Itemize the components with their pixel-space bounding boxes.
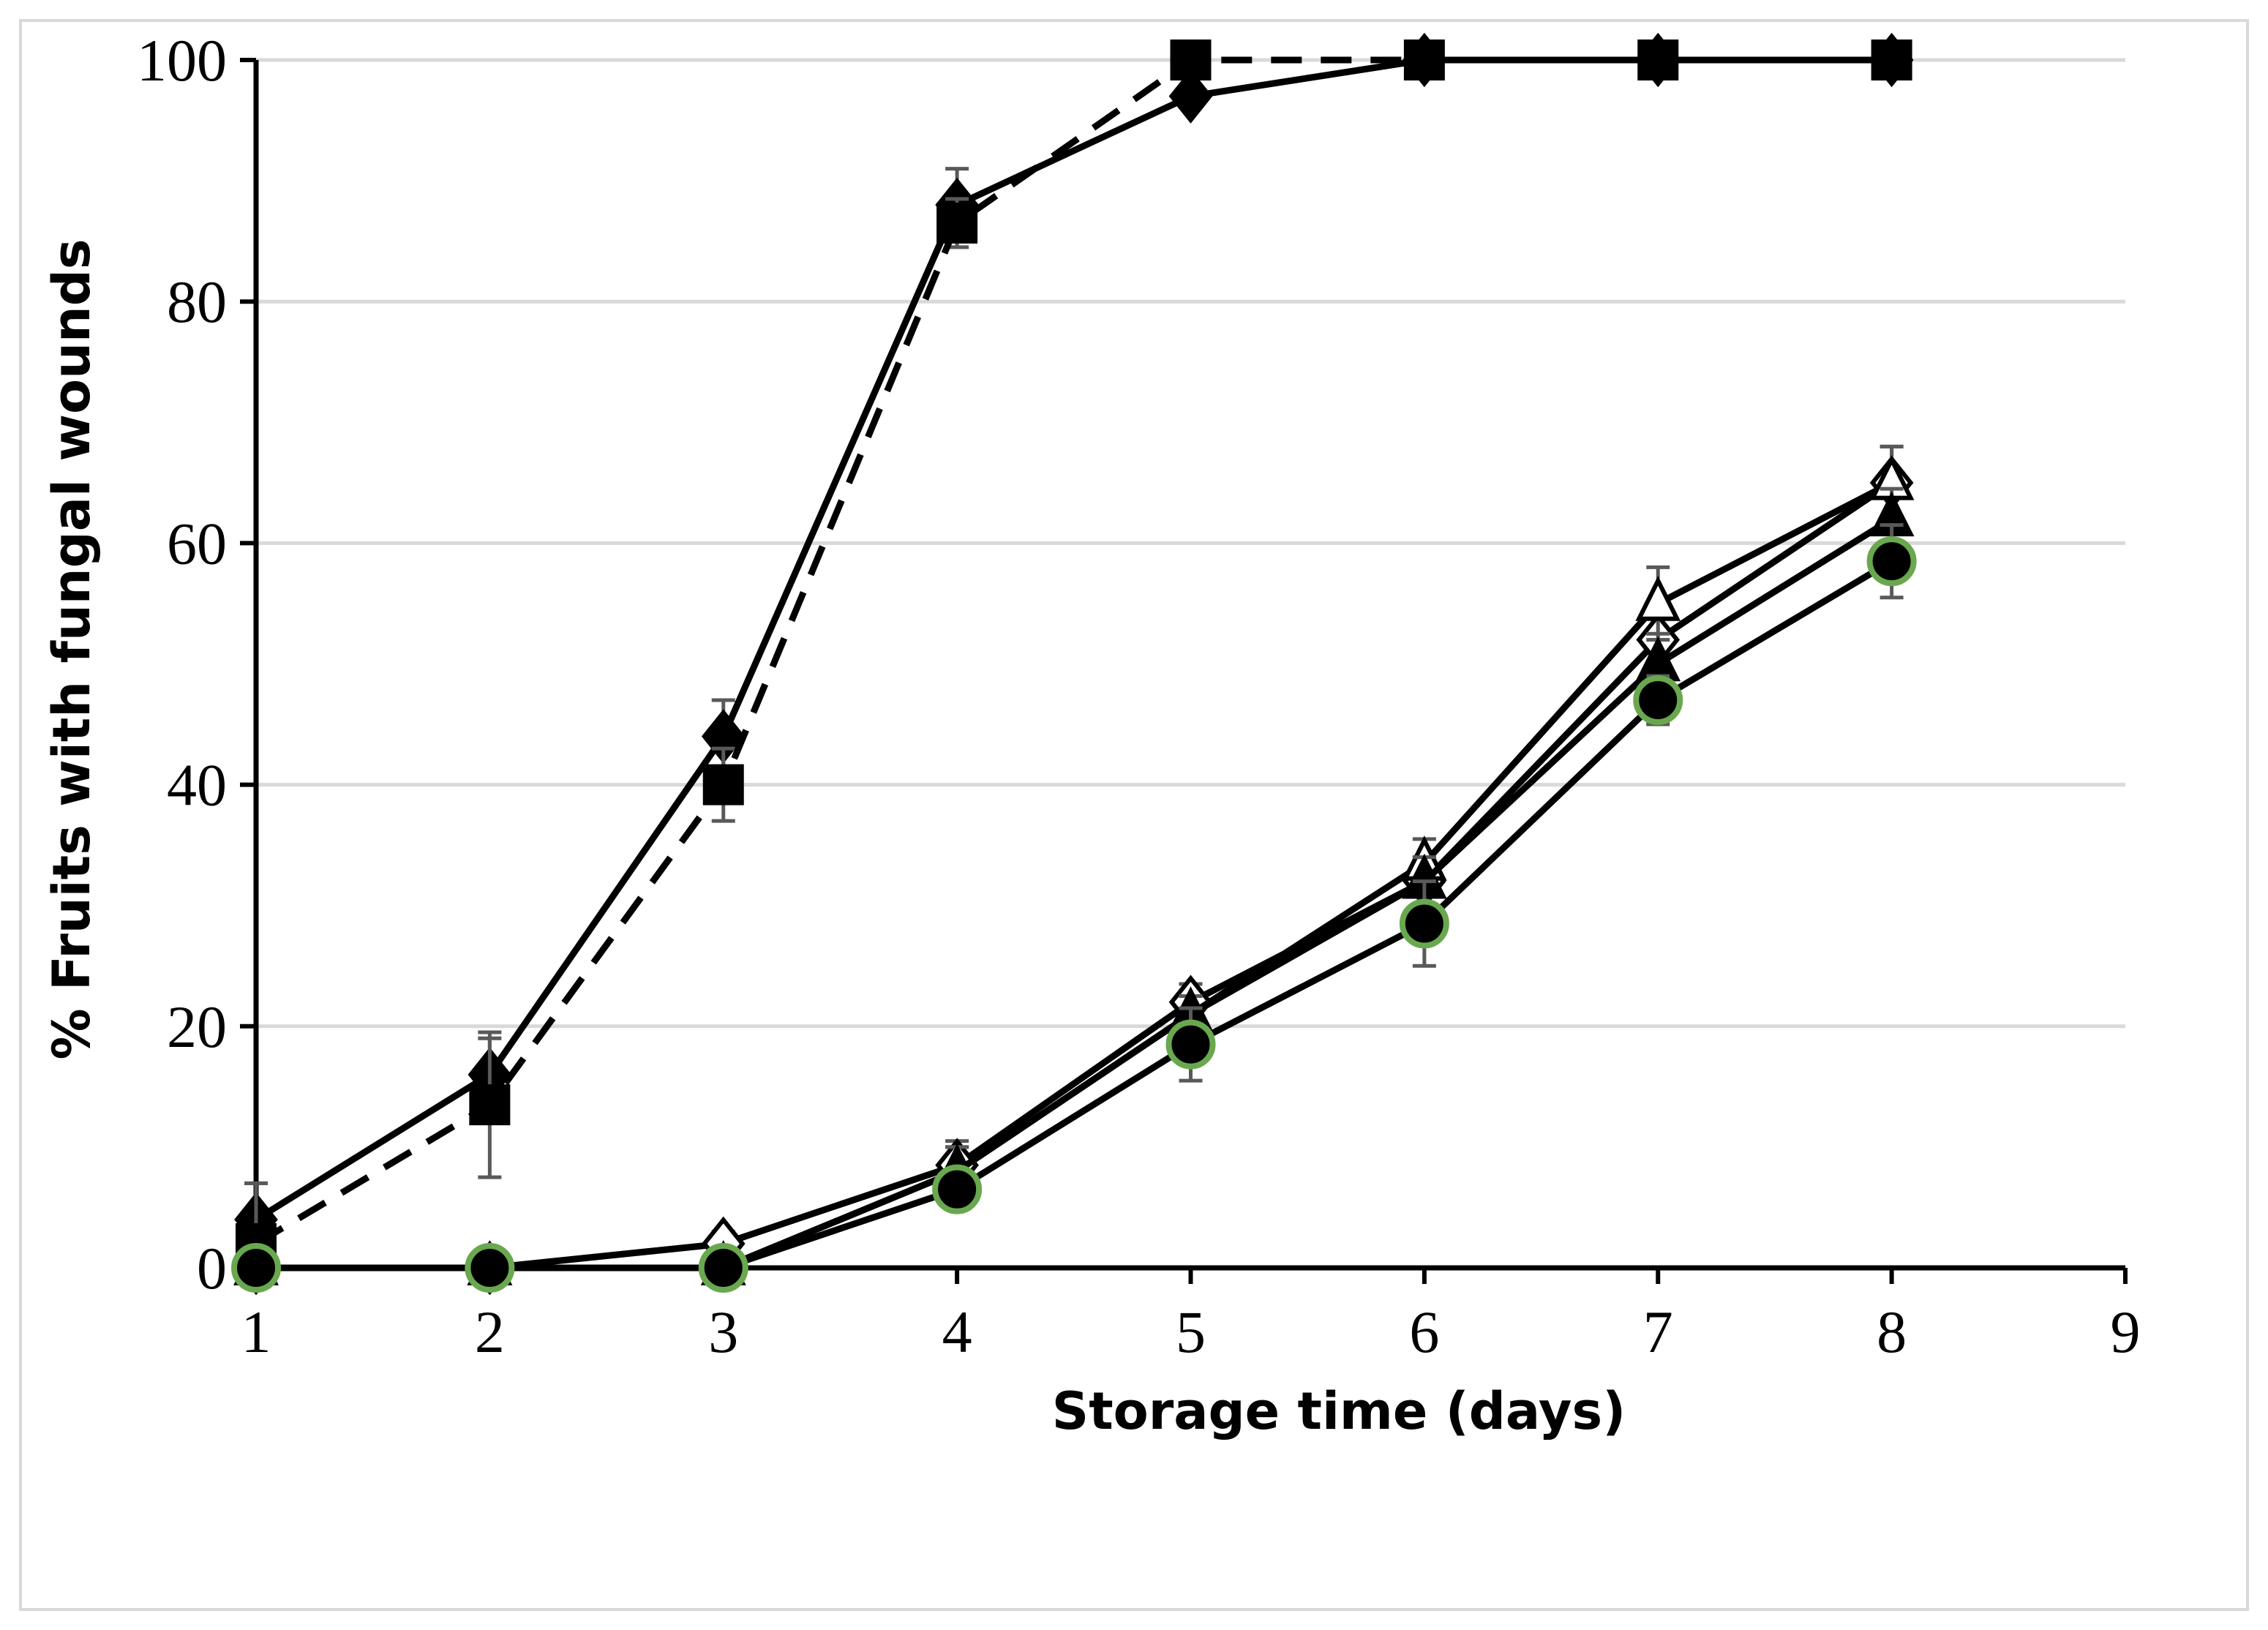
y-tick-label: 20	[167, 994, 227, 1060]
data-point	[1866, 536, 1917, 587]
series-line	[254, 56, 1892, 1247]
data-point	[1871, 40, 1912, 80]
series-6	[231, 523, 1917, 1293]
y-tick-label: 0	[197, 1235, 227, 1302]
x-tick-label: 8	[1877, 1299, 1907, 1365]
data-point	[231, 1243, 281, 1293]
y-tick-label: 60	[167, 510, 227, 576]
data-point	[1633, 675, 1683, 726]
chart-border	[19, 19, 2249, 1611]
x-axis-title: Storage time (days)	[1052, 1381, 1626, 1441]
data-point	[932, 1164, 983, 1214]
series-line	[256, 558, 1893, 1272]
x-tick-label: 2	[475, 1299, 505, 1365]
series-2	[236, 40, 1912, 1270]
x-tick-label: 4	[942, 1299, 972, 1365]
data-point	[469, 1084, 511, 1126]
data-point	[702, 764, 744, 805]
x-tick-label: 6	[1409, 1299, 1439, 1365]
series-group	[231, 32, 1917, 1296]
data-point	[465, 1243, 515, 1293]
series-line	[256, 480, 1894, 1272]
x-tick-label: 5	[1176, 1299, 1206, 1365]
data-point	[1165, 1019, 1216, 1070]
series-line	[254, 56, 1892, 1222]
x-tick-label: 3	[708, 1299, 738, 1365]
data-point	[1170, 40, 1212, 80]
y-tick-label: 80	[167, 268, 227, 335]
x-tick-label: 9	[2111, 1299, 2141, 1365]
y-tick-label: 100	[137, 27, 227, 94]
data-point	[1635, 576, 1681, 621]
data-point	[936, 202, 978, 244]
y-axis-title: % Fruits with fungal wounds	[42, 239, 102, 1059]
data-point	[698, 1243, 748, 1293]
x-tick-label: 1	[241, 1299, 271, 1365]
data-point	[1168, 69, 1213, 124]
data-point	[1399, 898, 1449, 949]
tick-labels: 0 20 40 60 80 100 1 2 3 4 5 6 7 8 9	[137, 27, 2141, 1365]
y-tick-label: 40	[167, 752, 227, 819]
data-point	[1637, 40, 1679, 80]
x-tick-label: 7	[1643, 1299, 1673, 1365]
data-point	[1403, 40, 1445, 80]
